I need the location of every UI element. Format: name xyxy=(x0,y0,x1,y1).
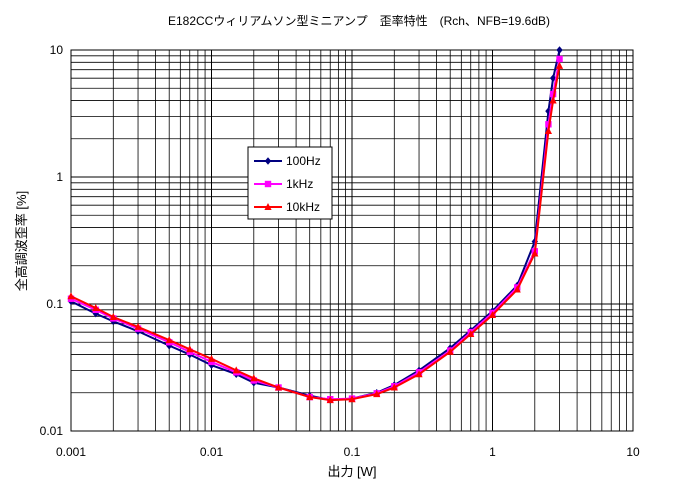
series-10khz xyxy=(67,61,564,404)
data-point xyxy=(544,127,553,135)
data-point xyxy=(545,121,552,128)
series-100hz xyxy=(67,46,563,404)
data-point xyxy=(488,310,497,318)
x-tick-label: 10 xyxy=(626,445,640,459)
y-tick-labels: 0.01 0.1 1 10 xyxy=(40,43,64,438)
data-point xyxy=(549,90,557,98)
data-point xyxy=(306,393,314,401)
data-point xyxy=(545,107,552,115)
x-tick-label: 0.001 xyxy=(56,445,86,459)
y-tick-label: 0.1 xyxy=(46,297,63,311)
data-point xyxy=(165,336,173,344)
data-point xyxy=(264,157,272,165)
data-point xyxy=(67,292,75,300)
data-point xyxy=(446,347,454,355)
series-1khz xyxy=(67,55,563,403)
data-point xyxy=(166,341,173,350)
legend-item-1khz: 1kHz xyxy=(254,177,313,191)
data-point xyxy=(415,370,423,378)
data-point xyxy=(232,366,240,374)
data-point xyxy=(264,180,272,188)
data-point xyxy=(555,61,564,69)
data-point xyxy=(513,285,521,293)
data-point xyxy=(326,396,334,404)
data-point xyxy=(250,374,258,382)
data-point xyxy=(208,361,215,369)
data-point xyxy=(186,345,194,353)
data-point xyxy=(274,383,283,391)
data-point xyxy=(549,96,557,104)
data-point xyxy=(373,390,381,398)
plot-frame xyxy=(70,49,634,432)
legend-label: 100Hz xyxy=(286,154,321,168)
x-tick-label: 1 xyxy=(489,445,496,459)
data-point xyxy=(390,383,398,391)
y-tick-label: 10 xyxy=(50,43,64,57)
data-point xyxy=(109,313,117,321)
x-tick-labels: 0.001 0.01 0.1 1 10 xyxy=(56,445,640,459)
data-point xyxy=(348,395,356,403)
data-point xyxy=(207,354,216,362)
x-tick-label: 0.01 xyxy=(200,445,224,459)
y-tick-label: 1 xyxy=(56,170,63,184)
data-point xyxy=(467,330,475,338)
x-tick-label: 0.1 xyxy=(344,445,361,459)
data-point xyxy=(134,322,142,330)
data-point xyxy=(264,203,272,210)
x-axis-label: 出力 [W] xyxy=(327,464,376,479)
y-tick-label: 0.01 xyxy=(40,424,64,438)
data-point xyxy=(556,46,563,54)
legend-item-100hz: 100Hz xyxy=(254,154,321,168)
data-point xyxy=(531,237,538,246)
legend-label: 10kHz xyxy=(286,200,320,214)
legend-item-10khz: 10kHz xyxy=(254,200,320,214)
data-point xyxy=(531,249,539,257)
legend-label: 1kHz xyxy=(286,177,313,191)
data-point xyxy=(556,55,563,63)
series-group xyxy=(67,46,564,404)
grid xyxy=(70,50,633,432)
series-line xyxy=(70,65,561,402)
legend: 100Hz 1kHz 10kHz xyxy=(247,146,333,220)
data-point xyxy=(92,304,100,312)
chart-title: E182CCウィリアムソン型ミニアンプ 歪率特性 (Rch、NFB=19.6dB… xyxy=(168,13,550,28)
data-point xyxy=(208,358,215,366)
y-axis-label: 全高調波歪率 [%] xyxy=(14,191,29,291)
